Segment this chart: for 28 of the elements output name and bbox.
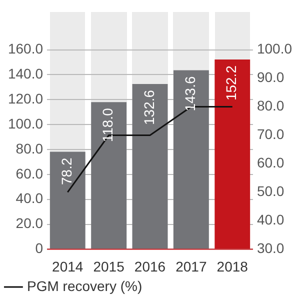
y2-tick-label: 100.0 (256, 40, 292, 57)
x-tick-label: 2018 (216, 258, 248, 274)
data-label: 118.0 (100, 108, 116, 142)
y-tick-label: 0 (35, 240, 44, 256)
y2-tick-label: 90.0 (256, 69, 284, 86)
data-label: 132.6 (140, 90, 157, 125)
legend-label: PGM recovery (%) (27, 278, 142, 294)
y2-tick-label: 30.0 (256, 240, 284, 256)
y-tick-label: 140.0 (8, 66, 44, 82)
y-tick-label: 40.0 (16, 190, 44, 206)
y-tick-label: 120.0 (8, 90, 44, 106)
y-tick-label: 100.0 (8, 115, 44, 132)
data-label: 152.2 (223, 65, 240, 101)
y-tick-label: 20.0 (16, 215, 44, 232)
x-tick-label: 2015 (93, 258, 125, 274)
x-tick-label: 2014 (52, 258, 84, 274)
y2-tick-label: 40.0 (256, 212, 284, 228)
y2-tick-label: 80.0 (256, 98, 284, 114)
y2-tick-label: 50.0 (256, 183, 284, 200)
data-label: 78.2 (58, 158, 74, 185)
y-tick-label: 160.0 (8, 40, 44, 57)
y2-tick-label: 60.0 (256, 154, 284, 171)
y-tick-label: 60.0 (16, 165, 44, 182)
x-tick-label: 2017 (176, 258, 207, 274)
y-tick-label: 80.0 (16, 140, 44, 156)
y2-tick-label: 70.0 (256, 126, 284, 142)
data-label: 143.6 (182, 76, 198, 112)
x-tick-label: 2016 (134, 258, 166, 274)
